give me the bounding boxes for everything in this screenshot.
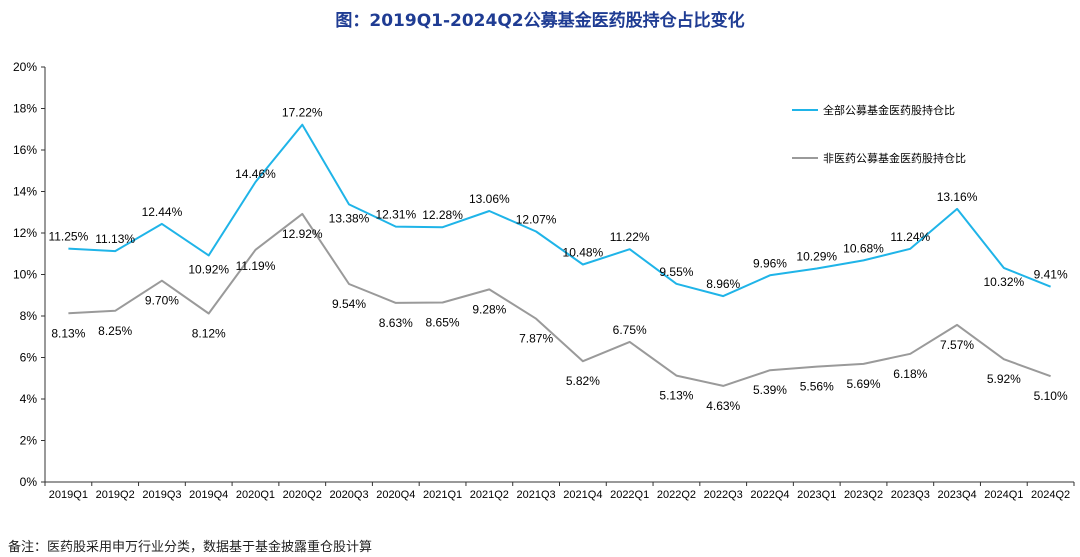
data-label-1: 8.96%	[706, 277, 740, 291]
x-tick-label: 2020Q2	[283, 489, 322, 501]
x-tick-label: 2024Q2	[1031, 489, 1070, 501]
data-label-2: 5.82%	[566, 374, 600, 388]
y-tick-label: 18%	[13, 102, 37, 116]
data-label-2: 8.12%	[192, 327, 226, 341]
data-label-2: 5.13%	[659, 389, 693, 403]
data-label-2: 5.56%	[800, 380, 834, 394]
x-tick-label: 2019Q4	[189, 489, 228, 501]
x-tick-label: 2023Q1	[797, 489, 836, 501]
legend-label-2: 非医药公募基金医药股持仓比	[823, 151, 966, 165]
data-label-1: 14.46%	[235, 167, 276, 181]
data-label-1: 10.92%	[188, 262, 229, 276]
x-tick-label: 2023Q3	[891, 489, 930, 501]
data-label-1: 9.41%	[1034, 268, 1068, 282]
data-label-1: 9.55%	[659, 265, 693, 279]
y-tick-label: 4%	[20, 392, 38, 406]
data-label-1: 11.24%	[890, 230, 930, 244]
x-tick-label: 2020Q4	[376, 489, 415, 501]
data-label-2: 9.54%	[332, 297, 366, 311]
data-label-1: 12.28%	[422, 208, 463, 222]
x-tick-label: 2019Q1	[49, 489, 88, 501]
data-label-2: 8.13%	[51, 326, 85, 340]
x-tick-label: 2019Q3	[142, 489, 181, 501]
data-label-2: 5.69%	[847, 377, 881, 391]
data-label-2: 5.10%	[1034, 389, 1068, 403]
data-label-1: 11.25%	[48, 230, 88, 244]
y-tick-label: 16%	[13, 143, 37, 157]
data-label-2: 6.18%	[893, 367, 927, 381]
data-label-2: 5.39%	[753, 383, 787, 397]
y-tick-label: 2%	[20, 434, 38, 448]
y-tick-label: 6%	[20, 351, 38, 365]
x-tick-label: 2022Q4	[750, 489, 789, 501]
data-label-1: 10.32%	[983, 275, 1024, 289]
data-label-1: 10.48%	[563, 246, 604, 260]
data-label-1: 11.13%	[95, 232, 135, 246]
series-line-1	[68, 123, 1051, 298]
data-label-2: 4.63%	[706, 399, 740, 413]
x-tick-label: 2023Q4	[937, 489, 976, 501]
data-label-1: 13.38%	[329, 211, 370, 225]
data-label-2: 9.28%	[472, 302, 506, 316]
data-label-1: 17.22%	[282, 106, 323, 120]
data-label-1: 9.96%	[753, 256, 787, 270]
x-tick-label: 2024Q1	[984, 489, 1023, 501]
data-label-1: 10.29%	[796, 249, 837, 263]
x-tick-label: 2023Q2	[844, 489, 883, 501]
data-label-2: 7.57%	[940, 338, 974, 352]
x-tick-label: 2022Q3	[704, 489, 743, 501]
y-tick-label: 8%	[20, 309, 38, 323]
x-tick-label: 2022Q2	[657, 489, 696, 501]
x-tick-label: 2019Q2	[96, 489, 135, 501]
x-tick-label: 2021Q3	[517, 489, 556, 501]
x-tick-label: 2020Q1	[236, 489, 275, 501]
data-label-1: 12.07%	[516, 213, 557, 227]
data-label-1: 13.16%	[937, 190, 978, 204]
x-tick-label: 2020Q3	[329, 489, 368, 501]
data-label-2: 9.70%	[145, 294, 179, 308]
data-label-2: 8.63%	[379, 316, 413, 330]
y-tick-label: 12%	[13, 226, 37, 240]
x-tick-label: 2022Q1	[610, 489, 649, 501]
x-tick-label: 2021Q2	[470, 489, 509, 501]
footnote: 备注：医药股采用申万行业分类，数据基于基金披露重仓股计算	[8, 540, 373, 555]
data-label-2: 8.25%	[98, 324, 132, 338]
chart-title: 图：2019Q1-2024Q2公募基金医药股持仓占比变化	[335, 11, 745, 31]
x-tick-label: 2021Q1	[423, 489, 462, 501]
data-label-1: 10.68%	[843, 241, 884, 255]
data-label-1: 12.44%	[142, 205, 183, 219]
data-label-1: 13.06%	[469, 192, 510, 206]
data-label-2: 7.87%	[519, 332, 553, 346]
y-tick-label: 14%	[13, 185, 37, 199]
line-chart: 0% 2% 4% 6% 8% 10% 12% 14% 16% 18% 20% 2019Q1 2019Q2…	[13, 60, 1075, 501]
data-label-2: 12.92%	[282, 227, 323, 241]
series-line-2	[68, 212, 1051, 387]
x-tick-label: 2021Q4	[563, 489, 602, 501]
legend-label-1: 全部公募基金医药股持仓比	[823, 103, 955, 117]
data-label-2: 11.19%	[236, 259, 276, 273]
y-tick-label: 0%	[20, 475, 38, 489]
data-label-1: 12.31%	[375, 208, 416, 222]
data-label-2: 5.92%	[987, 372, 1021, 386]
data-label-1: 11.22%	[610, 230, 650, 244]
y-tick-label: 10%	[13, 268, 37, 282]
y-tick-label: 20%	[13, 60, 37, 74]
data-label-2: 8.65%	[426, 316, 460, 330]
data-label-2: 6.75%	[613, 323, 647, 337]
